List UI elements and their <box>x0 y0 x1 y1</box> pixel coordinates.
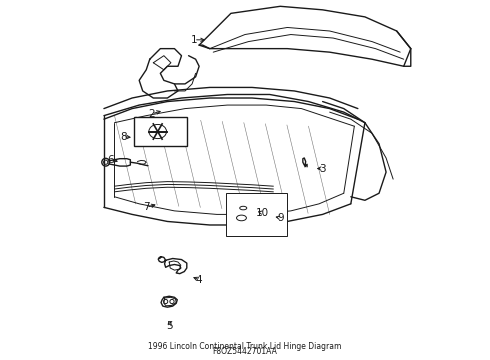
Text: 9: 9 <box>277 213 284 223</box>
Text: 4: 4 <box>196 275 202 285</box>
Text: 1996 Lincoln Continental Trunk Lid Hinge Diagram: 1996 Lincoln Continental Trunk Lid Hinge… <box>148 342 342 351</box>
Text: 2: 2 <box>148 109 155 119</box>
Text: F8OZ5442701AA: F8OZ5442701AA <box>213 347 277 356</box>
Text: 8: 8 <box>120 132 126 142</box>
Bar <box>225 193 287 235</box>
Text: 6: 6 <box>108 155 114 165</box>
Text: 5: 5 <box>166 320 172 330</box>
Text: 7: 7 <box>143 202 149 212</box>
Text: 3: 3 <box>319 163 326 174</box>
Bar <box>134 117 187 146</box>
Text: 10: 10 <box>255 208 269 218</box>
Text: 1: 1 <box>191 35 197 45</box>
